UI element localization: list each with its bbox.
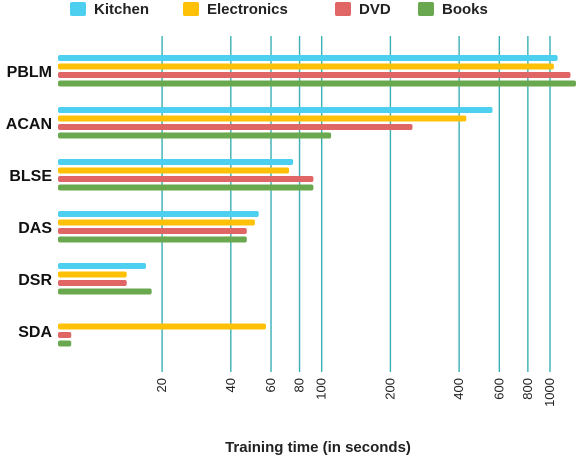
legend: Kitchen Electronics DVD Books (70, 1, 488, 18)
category-label: DSR (18, 272, 52, 289)
x-axis-title: Training time (in seconds) (225, 439, 411, 456)
legend-item-kitchen: Kitchen (70, 1, 149, 18)
bar-dsr-kitchen (58, 263, 146, 269)
bar-pblm-kitchen (58, 55, 558, 61)
legend-item-dvd: DVD (335, 1, 391, 18)
bar-acan-kitchen (58, 107, 493, 113)
bar-dsr-electronics (58, 271, 127, 278)
legend-label: DVD (359, 1, 391, 18)
legend-label: Electronics (207, 1, 288, 18)
category-label: BLSE (9, 168, 52, 185)
x-tick-label: 80 (292, 378, 307, 392)
x-tick-label: 1000 (542, 378, 557, 407)
bar-acan-books (58, 132, 332, 139)
bar-dsr-dvd (58, 280, 127, 286)
category-label: PBLM (7, 64, 52, 81)
legend-swatch (418, 2, 434, 16)
bar-pblm-books (58, 80, 576, 87)
bar-das-kitchen (58, 211, 259, 217)
bar-sda-electronics (58, 323, 266, 330)
category-label: DAS (18, 220, 52, 237)
bar-das-books (58, 236, 247, 243)
x-tick-label: 800 (520, 378, 535, 400)
category-labels: PBLM ACAN BLSE DAS DSR SDA (6, 64, 53, 341)
bar-pblm-electronics (58, 63, 554, 70)
bar-blse-books (58, 184, 314, 191)
x-tick-label: 600 (491, 378, 506, 400)
bar-blse-electronics (58, 167, 290, 174)
bar-acan-dvd (58, 124, 413, 130)
gridlines (161, 36, 551, 372)
bar-blse-kitchen (58, 159, 294, 165)
legend-swatch (70, 2, 86, 16)
legend-swatch (183, 2, 199, 16)
category-label: ACAN (6, 116, 52, 133)
category-label: SDA (18, 324, 52, 341)
x-tick-label: 20 (154, 378, 169, 392)
legend-item-books: Books (418, 1, 488, 18)
x-tick-label: 400 (451, 378, 466, 400)
bar-sda-books (58, 340, 72, 347)
bar-blse-dvd (58, 176, 314, 182)
legend-label: Kitchen (94, 1, 149, 18)
bar-das-electronics (58, 219, 255, 226)
legend-item-electronics: Electronics (183, 1, 288, 18)
bar-das-dvd (58, 228, 247, 234)
legend-label: Books (442, 1, 488, 18)
x-tick-label: 40 (223, 378, 238, 392)
bar-dsr-books (58, 288, 152, 295)
bars (58, 55, 576, 347)
x-tick-label: 200 (382, 378, 397, 400)
legend-swatch (335, 2, 351, 16)
bar-pblm-dvd (58, 72, 571, 78)
x-tick-label: 60 (263, 378, 278, 392)
bar-acan-electronics (58, 115, 467, 122)
x-tick-labels: 20 40 60 80 100 200 400 600 800 1000 (154, 378, 557, 407)
x-tick-label: 100 (314, 378, 329, 400)
bar-sda-dvd (58, 332, 72, 338)
